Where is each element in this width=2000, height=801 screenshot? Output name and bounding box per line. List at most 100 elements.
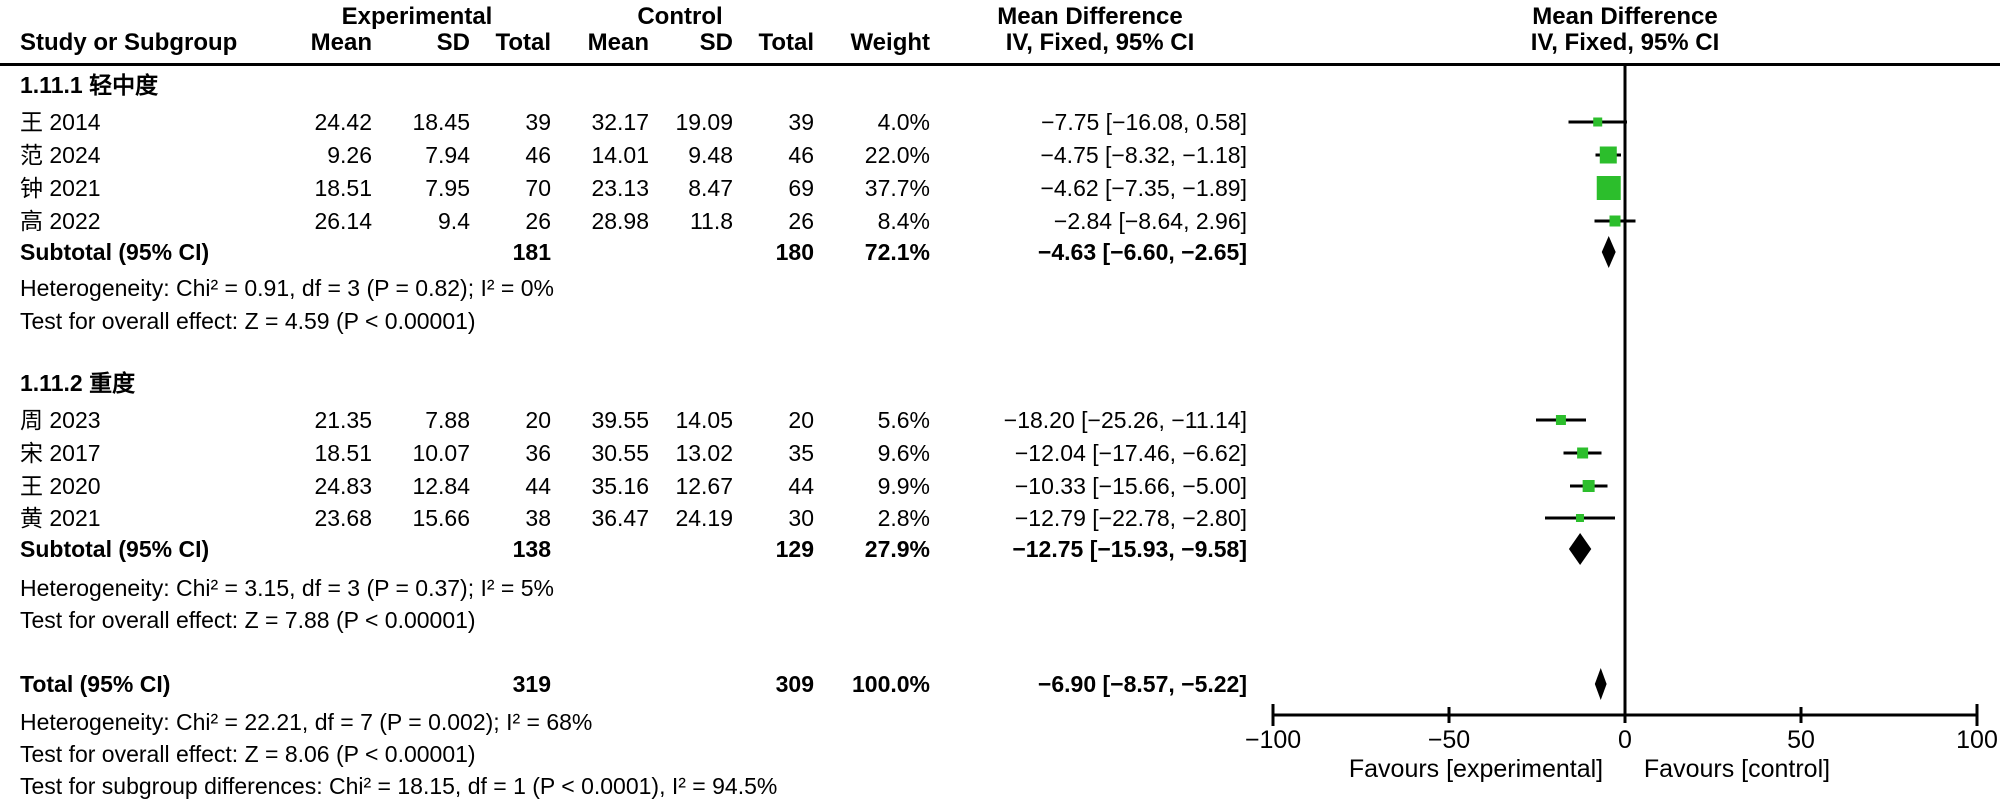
study-name: 钟 2021 [20,175,101,201]
weight-value: 9.6% [877,440,930,466]
column-header-ctrl-mean: Mean [587,29,649,56]
exp-total-value: 44 [525,473,551,499]
subtotal-ctrl-total: 129 [775,536,814,562]
ctrl-sd-value: 12.67 [675,473,733,499]
column-header-ctrl-sd: SD [699,29,733,56]
weight-value: 37.7% [864,175,930,201]
column-header-effect-ci-right: IV, Fixed, 95% CI [1530,29,1720,56]
axis-tick-label: −100 [1244,726,1302,754]
effect-square-marker [1577,447,1589,459]
column-header-weight: Weight [850,29,930,56]
ctrl-total-value: 44 [788,473,814,499]
subtotal-label: Subtotal (95% CI) [20,239,210,265]
axis-tick-label: 0 [1618,726,1632,754]
exp-mean-value: 9.26 [327,142,372,168]
effect-ci-text: −18.20 [−25.26, −11.14] [1003,407,1247,433]
exp-sd-value: 10.07 [412,440,470,466]
ctrl-total-value: 26 [788,208,814,234]
axis-tick-label: −50 [1427,726,1471,754]
ctrl-mean-value: 36.47 [591,505,649,531]
column-group-mean-difference-left: Mean Difference [997,3,1183,30]
subtotal-diamond [1568,533,1592,565]
exp-total-value: 36 [525,440,551,466]
ctrl-sd-value: 24.19 [675,505,733,531]
exp-total-value: 39 [525,109,551,135]
column-header-exp-sd: SD [436,29,470,56]
effect-square-marker [1593,117,1603,127]
study-name: 范 2024 [20,142,101,168]
ctrl-sd-value: 11.8 [689,208,733,234]
exp-mean-value: 23.68 [314,505,372,531]
weight-value: 4.0% [877,109,930,135]
weight-value: 8.4% [877,208,930,234]
effect-square-marker [1575,514,1584,522]
heterogeneity-text: Heterogeneity: Chi² = 0.91, df = 3 (P = … [20,275,554,301]
weight-value: 22.0% [864,142,930,168]
total-overall-effect-text: Test for overall effect: Z = 8.06 (P < 0… [20,741,476,767]
ctrl-total-value: 35 [788,440,814,466]
heterogeneity-text: Heterogeneity: Chi² = 3.15, df = 3 (P = … [20,575,554,601]
subtotal-ctrl-total: 180 [775,239,814,265]
effect-square-marker [1582,480,1595,492]
weight-value: 2.8% [877,505,930,531]
study-name: 王 2014 [20,109,101,135]
exp-mean-value: 21.35 [314,407,372,433]
column-header-exp-mean: Mean [310,29,372,56]
overall-effect-text: Test for overall effect: Z = 4.59 (P < 0… [20,308,476,334]
effect-ci-text: −12.79 [−22.78, −2.80] [1014,505,1247,531]
ctrl-total-value: 20 [788,407,814,433]
column-header-ctrl-total: Total [758,29,814,56]
exp-mean-value: 24.42 [314,109,372,135]
effect-ci-text: −2.84 [−8.64, 2.96] [1053,208,1247,234]
column-group-control: Control [637,3,723,30]
exp-total-value: 70 [525,175,551,201]
ctrl-sd-value: 8.47 [688,175,733,201]
exp-sd-value: 15.66 [412,505,470,531]
exp-total-value: 20 [525,407,551,433]
subgroup-title: 1.11.2 重度 [20,370,136,396]
ctrl-total-value: 69 [788,175,814,201]
study-name: 周 2023 [20,407,101,433]
weight-value: 9.9% [877,473,930,499]
column-group-mean-difference-right: Mean Difference [1532,3,1718,30]
study-name: 黄 2021 [20,505,101,531]
subtotal-diamond [1601,236,1616,268]
subtotal-exp-total: 138 [512,536,551,562]
ctrl-mean-value: 28.98 [591,208,649,234]
effect-ci-text: −12.04 [−17.46, −6.62] [1014,440,1247,466]
exp-total-value: 46 [525,142,551,168]
subtotal-exp-total: 181 [512,239,551,265]
column-group-experimental: Experimental [341,3,493,30]
total-ctrl-total: 309 [775,671,814,697]
effect-square-marker [1596,176,1621,200]
ctrl-mean-value: 30.55 [591,440,649,466]
exp-sd-value: 7.94 [425,142,470,168]
effect-square-marker [1609,215,1621,227]
ctrl-total-value: 46 [788,142,814,168]
exp-mean-value: 24.83 [314,473,372,499]
total-effect-ci-text: −6.90 [−8.57, −5.22] [1037,671,1247,697]
total-exp-total: 319 [512,671,551,697]
subtotal-weight: 27.9% [864,536,930,562]
ctrl-total-value: 39 [788,109,814,135]
ctrl-sd-value: 14.05 [675,407,733,433]
axis-tick-label: 100 [1956,726,1998,754]
column-header-study-or-subgroup: Study or Subgroup [20,29,238,56]
exp-total-value: 26 [525,208,551,234]
overall-effect-text: Test for overall effect: Z = 7.88 (P < 0… [20,607,476,633]
exp-sd-value: 7.88 [425,407,470,433]
ctrl-mean-value: 39.55 [591,407,649,433]
exp-mean-value: 18.51 [314,175,372,201]
total-weight: 100.0% [851,671,930,697]
subtotal-effect-ci-text: −12.75 [−15.93, −9.58] [1012,536,1247,562]
ctrl-sd-value: 9.48 [688,142,733,168]
effect-ci-text: −10.33 [−15.66, −5.00] [1014,473,1247,499]
axis-tick-label: 50 [1787,726,1815,754]
ctrl-mean-value: 35.16 [591,473,649,499]
study-name: 王 2020 [20,473,101,499]
subtotal-weight: 72.1% [864,239,930,265]
ctrl-mean-value: 23.13 [591,175,649,201]
exp-sd-value: 12.84 [412,473,470,499]
axis-favours-left-label: Favours [experimental] [1348,755,1604,783]
